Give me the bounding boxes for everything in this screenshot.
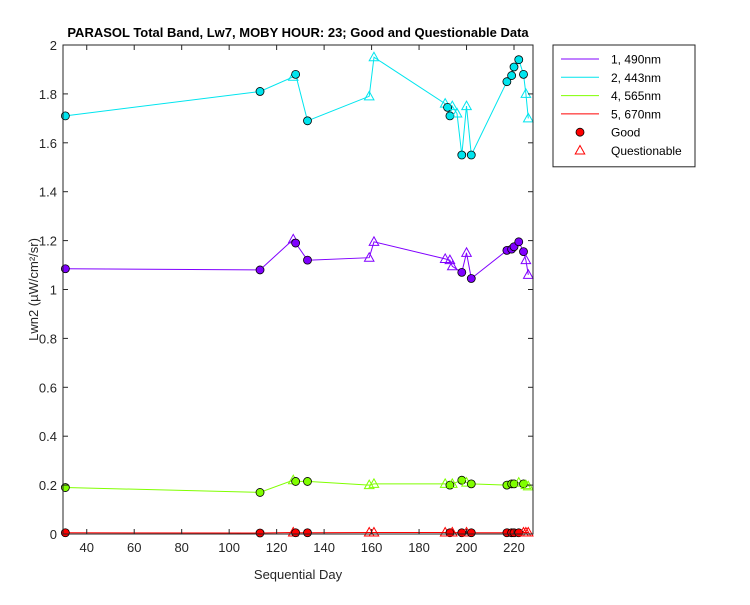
y-tick-label: 0.8	[39, 331, 57, 346]
data-point-questionable	[520, 254, 532, 265]
data-point-good	[466, 150, 476, 160]
legend-good-marker	[575, 127, 585, 137]
y-axis-label: Lwn2 (µW/cm²/sr)	[26, 238, 41, 341]
data-point-good	[507, 71, 517, 80]
legend-label: 5, 670nm	[611, 107, 661, 121]
x-tick-label: 40	[80, 540, 94, 555]
data-point-questionable	[520, 479, 532, 490]
data-point-questionable	[451, 107, 463, 118]
data-point-questionable	[460, 246, 473, 257]
legend: 1, 490nm 2, 443nm 4, 565nm 5, 670nm Good Ques…	[552, 44, 696, 168]
data-point-good	[303, 477, 312, 486]
y-tick-label: 1	[50, 283, 57, 298]
data-point-good	[466, 528, 476, 538]
legend-label: Good	[611, 126, 640, 140]
data-point-questionable	[368, 477, 380, 488]
x-axis-label: Sequential Day	[254, 567, 343, 582]
legend-label: 2, 443nm	[611, 71, 661, 85]
data-point-questionable	[446, 477, 458, 488]
data-point-good	[255, 265, 265, 275]
y-tick-label: 1.2	[39, 234, 57, 249]
legend-label: Questionable	[611, 144, 682, 158]
data-point-questionable	[439, 252, 451, 263]
data-point-good	[303, 255, 312, 265]
data-point-good	[291, 238, 301, 248]
data-point-good	[291, 528, 301, 538]
x-tick-label: 120	[266, 540, 288, 555]
data-point-questionable	[522, 112, 534, 123]
data-point-good	[445, 111, 455, 121]
data-point-good	[466, 274, 476, 283]
data-point-good	[291, 477, 301, 486]
data-point-good	[519, 69, 528, 79]
x-tick-label: 220	[503, 540, 525, 555]
data-point-questionable	[520, 87, 532, 98]
data-point-questionable	[368, 51, 380, 62]
data-point-questionable	[363, 90, 375, 101]
data-point-questionable	[460, 100, 473, 111]
y-tick-label: 1.6	[39, 136, 57, 151]
data-point-good	[519, 247, 528, 257]
data-point-questionable	[446, 100, 458, 111]
legend-questionable-marker	[574, 144, 586, 155]
data-point-good	[466, 479, 476, 489]
marker-layer	[60, 51, 534, 538]
data-point-good	[457, 150, 467, 160]
x-tick-label: 100	[218, 540, 240, 555]
chart-title: PARASOL Total Band, Lw7, MOBY HOUR: 23; …	[67, 25, 529, 40]
data-point-good	[255, 87, 265, 96]
data-point-questionable	[522, 268, 534, 279]
data-point-questionable	[363, 479, 375, 490]
data-point-questionable	[363, 251, 375, 262]
plot-area	[63, 45, 533, 534]
legend-label: 4, 565nm	[611, 89, 661, 103]
y-tick-label: 0	[50, 527, 57, 542]
data-point-good	[514, 237, 524, 247]
data-point-questionable	[368, 235, 380, 246]
data-point-questionable	[446, 526, 458, 537]
data-point-good	[291, 69, 301, 79]
data-point-good	[255, 488, 265, 497]
legend-box	[552, 44, 696, 168]
data-point-good	[303, 528, 312, 538]
x-tick-label: 60	[127, 540, 141, 555]
data-point-questionable	[444, 254, 456, 265]
data-point-good	[457, 267, 467, 277]
data-point-good	[255, 528, 265, 538]
x-tick-label: 200	[456, 540, 478, 555]
data-point-good	[509, 62, 519, 72]
data-point-questionable	[522, 526, 534, 537]
y-tick-label: 1.8	[39, 87, 57, 102]
data-point-good	[457, 528, 467, 538]
data-point-questionable	[446, 260, 458, 271]
data-point-good	[514, 55, 524, 65]
data-point-good	[303, 116, 312, 126]
x-tick-label: 160	[361, 540, 383, 555]
y-tick-label: 1.4	[39, 185, 57, 200]
x-tick-label: 180	[408, 540, 430, 555]
y-tick-label: 2	[50, 38, 57, 53]
data-point-good	[502, 77, 512, 87]
y-tick-label: 0.4	[39, 429, 57, 444]
y-tick-label: 0.2	[39, 478, 57, 493]
x-tick-label: 80	[174, 540, 188, 555]
x-tick-label: 140	[313, 540, 335, 555]
y-tick-label: 0.6	[39, 380, 57, 395]
axis-layer: 40 60 80 100 120 140 160 180 200 220 0 0.2 0.4 0.6 0.8…	[39, 38, 533, 555]
legend-label: 1, 490nm	[611, 53, 661, 67]
